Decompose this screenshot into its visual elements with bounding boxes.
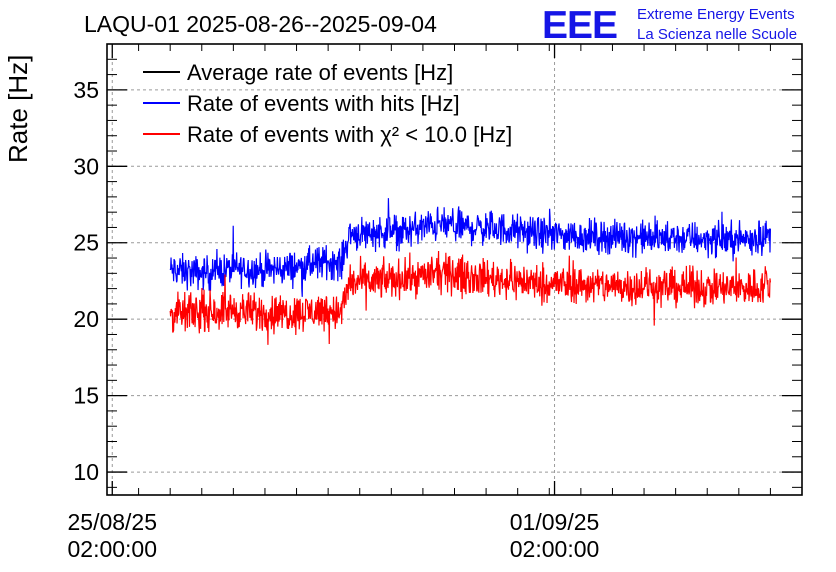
y-tick-label: 15 [73, 383, 99, 409]
chart-title: LAQU-01 2025-08-26--2025-09-04 [84, 11, 437, 37]
y-tick-label: 35 [73, 77, 99, 103]
logo-mark: EEE [542, 4, 617, 47]
axis-ticks [106, 43, 803, 495]
y-tick-label: 30 [73, 153, 99, 179]
y-axis-label: Rate [Hz] [3, 55, 33, 163]
logo-line1: Extreme Energy Events [637, 6, 795, 23]
logo-line2: La Scienza nelle Scuole [637, 26, 797, 43]
legend-label-0: Average rate of events [Hz] [187, 60, 453, 85]
eee-logo: EEE Extreme Energy Events La Scienza nel… [542, 4, 797, 47]
x-tick-label-date: 01/09/25 [510, 509, 600, 535]
x-tick-label-time: 02:00:00 [510, 536, 600, 562]
legend-label-1: Rate of events with hits [Hz] [187, 91, 460, 116]
series-line-1 [169, 198, 772, 297]
y-tick-label: 10 [73, 459, 99, 485]
y-tick-labels: 10 15 20 25 30 35 [73, 77, 99, 485]
x-tick-label-date: 25/08/25 [67, 509, 157, 535]
y-tick-label: 25 [73, 230, 99, 256]
legend-label-2: Rate of events with χ² < 10.0 [Hz] [187, 122, 512, 147]
series-layer [169, 198, 772, 345]
legend: Average rate of events [Hz] Rate of event… [143, 60, 512, 147]
y-tick-label: 20 [73, 306, 99, 332]
series-line-2 [169, 250, 772, 345]
x-tick-label-time: 02:00:00 [67, 536, 157, 562]
